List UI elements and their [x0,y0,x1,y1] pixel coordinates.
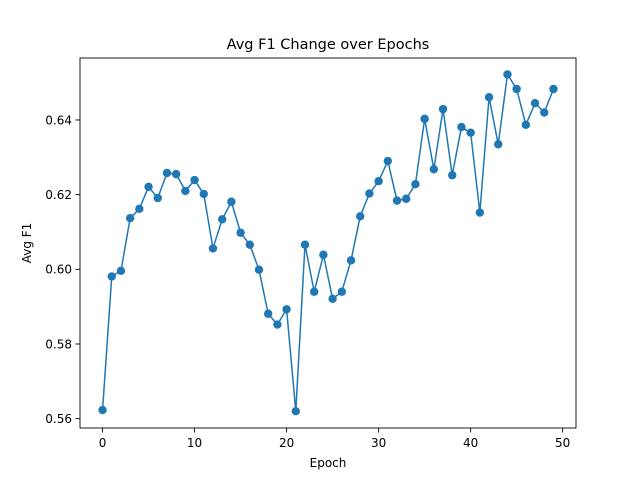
data-point [503,70,512,79]
data-point [217,215,227,224]
data-point [484,93,494,102]
y-tick-label: 0.62 [45,188,72,202]
data-point [411,179,420,189]
y-tick-label: 0.60 [45,263,72,277]
data-point [429,165,439,174]
data-point [245,240,254,249]
data-point [236,228,245,237]
x-axis-label: Epoch [310,456,347,470]
data-point [190,175,199,185]
data-point [227,197,236,206]
data-point [254,265,264,274]
data-point [457,122,466,132]
data-point [263,309,273,318]
data-point [98,405,107,415]
data-point [448,171,457,180]
data-point [116,266,126,276]
x-tick-label: 20 [279,436,294,450]
data-point [549,84,558,94]
data-point [107,272,116,281]
data-point [282,305,291,314]
data-point [181,186,190,196]
y-axis: 0.56 0.58 0.60 0.62 0.64 [45,113,80,426]
y-tick-label: 0.56 [45,412,72,426]
data-point [125,213,135,223]
x-tick-label: 0 [99,436,107,450]
data-point [135,204,144,214]
data-point [162,168,172,178]
data-point [392,196,402,205]
data-point [402,194,411,203]
data-point [309,287,319,296]
x-tick-label: 50 [555,436,570,450]
data-point [291,406,300,416]
data-point [273,320,282,329]
x-tick-label: 30 [371,436,386,450]
y-tick-label: 0.64 [45,113,72,127]
data-point [300,240,310,249]
data-point [530,98,540,108]
data-point [171,169,181,179]
y-tick-label: 0.58 [45,337,72,351]
data-point [438,104,448,114]
data-point [466,128,475,137]
data-point [365,189,374,198]
data-point [494,140,503,149]
data-point [356,212,365,221]
data-point [319,250,328,259]
y-axis-label: Avg F1 [20,223,34,264]
data-point [153,193,162,203]
x-tick-label: 10 [187,436,202,450]
series-markers [98,70,558,416]
data-point [346,256,356,265]
data-point [199,189,208,199]
data-point [208,244,218,253]
data-point [512,84,521,94]
data-point [521,120,531,130]
data-point [420,114,429,124]
plot-frame [79,57,577,429]
data-point [383,156,393,166]
data-point [475,208,485,217]
data-point [540,108,549,117]
chart-title: Avg F1 Change over Epochs [227,37,430,53]
data-point [328,294,337,304]
x-axis: 0 10 20 30 40 50 [99,428,570,450]
x-tick-label: 40 [463,436,478,450]
data-point [144,182,153,192]
data-point [337,287,347,296]
data-point [374,177,383,186]
